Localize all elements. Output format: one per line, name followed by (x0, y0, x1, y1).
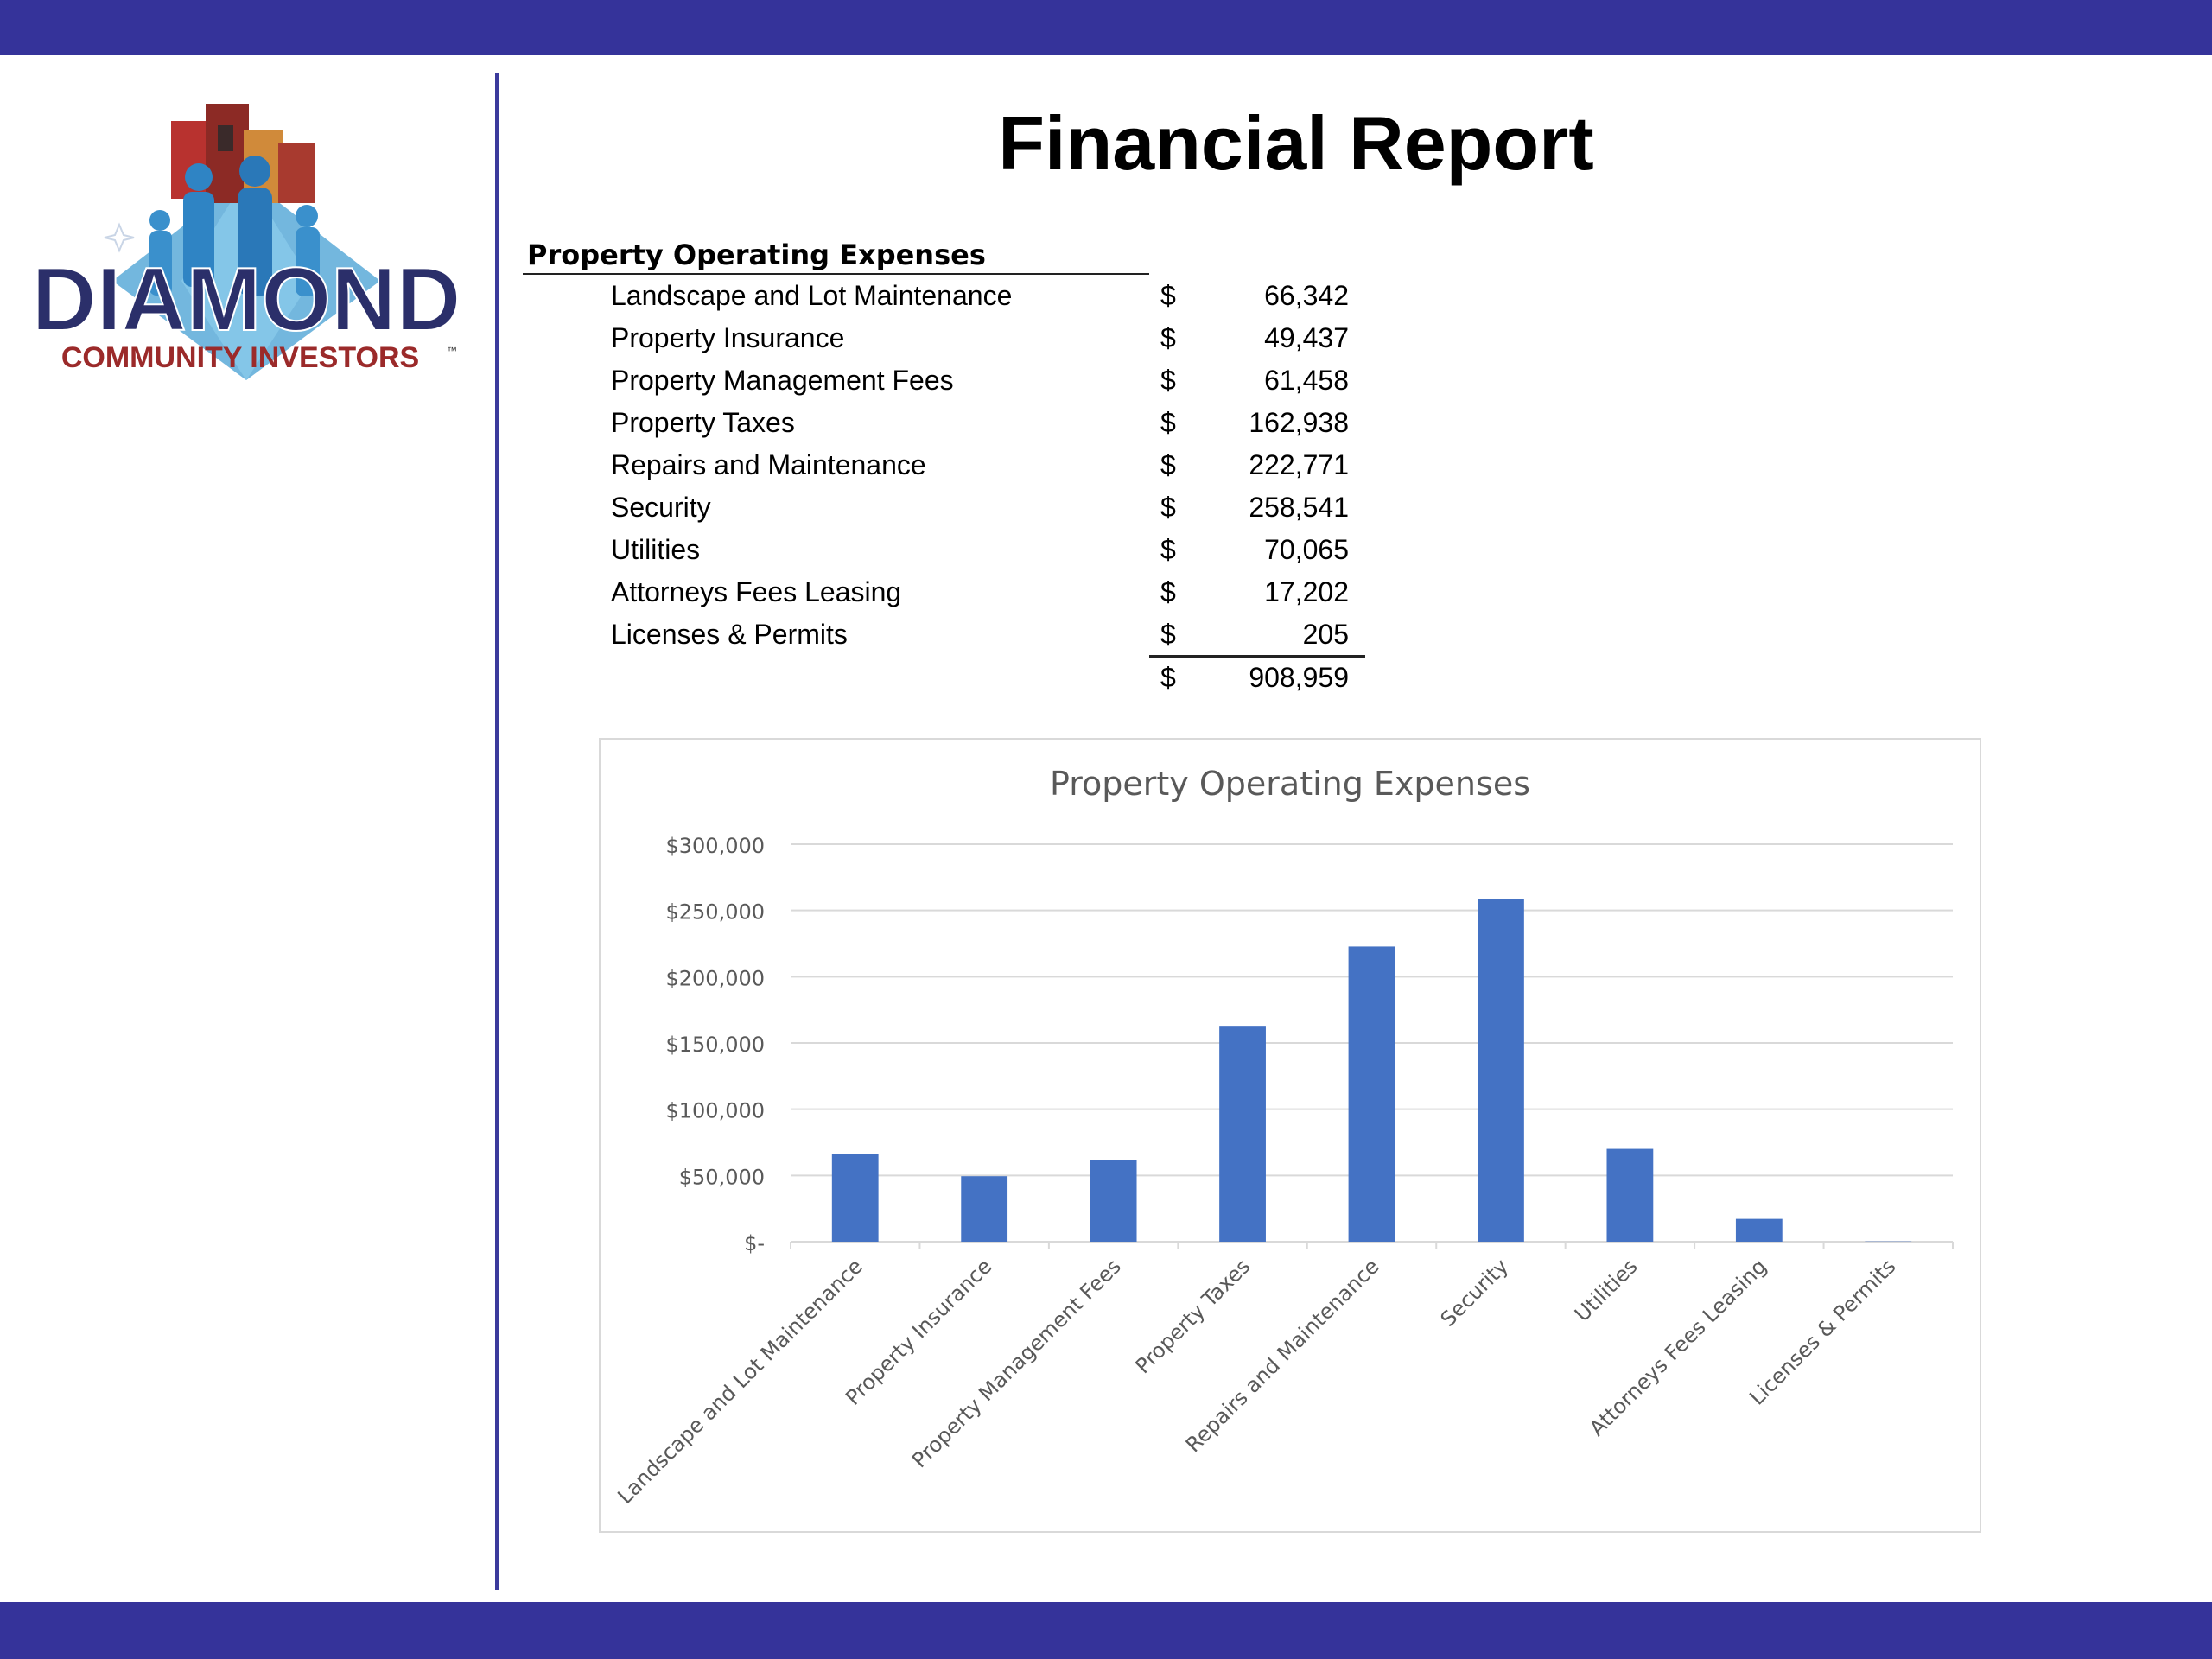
bar (1090, 1160, 1137, 1242)
x-tick-label: Security (1436, 1254, 1513, 1331)
row-label: Utilities (611, 534, 701, 565)
row-label: Attorneys Fees Leasing (611, 576, 902, 607)
bar (1606, 1148, 1654, 1242)
y-tick-label: $250,000 (665, 900, 765, 925)
total-rule (1149, 655, 1365, 658)
bar (1219, 1026, 1266, 1242)
table-row: Utilities $ 70,065 (0, 534, 1382, 572)
row-currency: $ (1160, 322, 1176, 353)
row-amount: 258,541 (1249, 492, 1349, 523)
table-row: Security $ 258,541 (0, 492, 1382, 530)
page-title: Financial Report (998, 100, 1594, 186)
row-currency: $ (1160, 492, 1176, 523)
row-currency: $ (1160, 449, 1176, 480)
x-tick-label: Utilities (1570, 1254, 1643, 1326)
vertical-divider (495, 73, 499, 1590)
x-tick-label: Property Taxes (1131, 1254, 1255, 1378)
y-tick-label: $300,000 (665, 834, 765, 858)
bar (831, 1154, 879, 1242)
table-row: Property Insurance $ 49,437 (0, 322, 1382, 360)
x-tick-label: Landscape and Lot Maintenance (613, 1254, 868, 1509)
row-amount: 205 (1302, 619, 1349, 650)
x-tick-label: Property Insurance (841, 1254, 996, 1409)
table-row: Attorneys Fees Leasing $ 17,202 (0, 576, 1382, 614)
row-amount: 17,202 (1264, 576, 1349, 607)
table-row: Repairs and Maintenance $ 222,771 (0, 449, 1382, 487)
row-amount: 222,771 (1249, 449, 1349, 480)
y-tick-label: $100,000 (665, 1099, 765, 1123)
row-label: Licenses & Permits (611, 619, 848, 650)
bar (1735, 1218, 1783, 1242)
row-label: Property Taxes (611, 407, 795, 438)
row-label: Property Management Fees (611, 365, 954, 396)
total-currency: $ (1160, 662, 1176, 693)
row-currency: $ (1160, 407, 1176, 438)
row-label: Security (611, 492, 711, 523)
row-label: Property Insurance (611, 322, 845, 353)
row-amount: 49,437 (1264, 322, 1349, 353)
chart-frame (599, 738, 1981, 1533)
row-currency: $ (1160, 365, 1176, 396)
y-tick-label: $- (744, 1231, 765, 1255)
table-header: Property Operating Expenses (527, 238, 986, 271)
logo-tagline: COMMUNITY INVESTORS (61, 341, 419, 374)
bar (1348, 946, 1395, 1242)
row-amount: 70,065 (1264, 534, 1349, 565)
row-currency: $ (1160, 576, 1176, 607)
diamond-community-investors-logo: DIAMOND COMMUNITY INVESTORS ™ (31, 104, 461, 380)
row-currency: $ (1160, 619, 1176, 650)
logo-trademark: ™ (447, 345, 457, 357)
y-tick-label: $50,000 (679, 1165, 765, 1189)
row-amount: 162,938 (1249, 407, 1349, 438)
table-row: Landscape and Lot Maintenance $ 66,342 (0, 280, 1382, 318)
row-label: Repairs and Maintenance (611, 449, 926, 480)
table-row: Licenses & Permits $ 205 (0, 619, 1382, 657)
bar (961, 1176, 1008, 1242)
x-tick-label: Licenses & Permits (1745, 1254, 1900, 1409)
row-amount: 61,458 (1264, 365, 1349, 396)
x-tick-label: Property Management Fees (907, 1254, 1126, 1472)
row-currency: $ (1160, 534, 1176, 565)
row-amount: 66,342 (1264, 280, 1349, 311)
bar (1478, 899, 1524, 1242)
table-row: Property Management Fees $ 61,458 (0, 365, 1382, 403)
bottom-band (0, 1602, 2212, 1659)
total-row: $ 908,959 (0, 662, 1382, 700)
top-band (0, 0, 2212, 55)
logo-name: DIAMOND (32, 250, 461, 350)
table-row: Property Taxes $ 162,938 (0, 407, 1382, 445)
row-label: Landscape and Lot Maintenance (611, 280, 1013, 311)
table-header-rule (523, 273, 1149, 275)
total-amount: 908,959 (1249, 662, 1349, 693)
chart-title: Property Operating Expenses (1050, 765, 1530, 803)
row-currency: $ (1160, 280, 1176, 311)
y-tick-label: $200,000 (665, 966, 765, 990)
y-tick-label: $150,000 (665, 1033, 765, 1057)
